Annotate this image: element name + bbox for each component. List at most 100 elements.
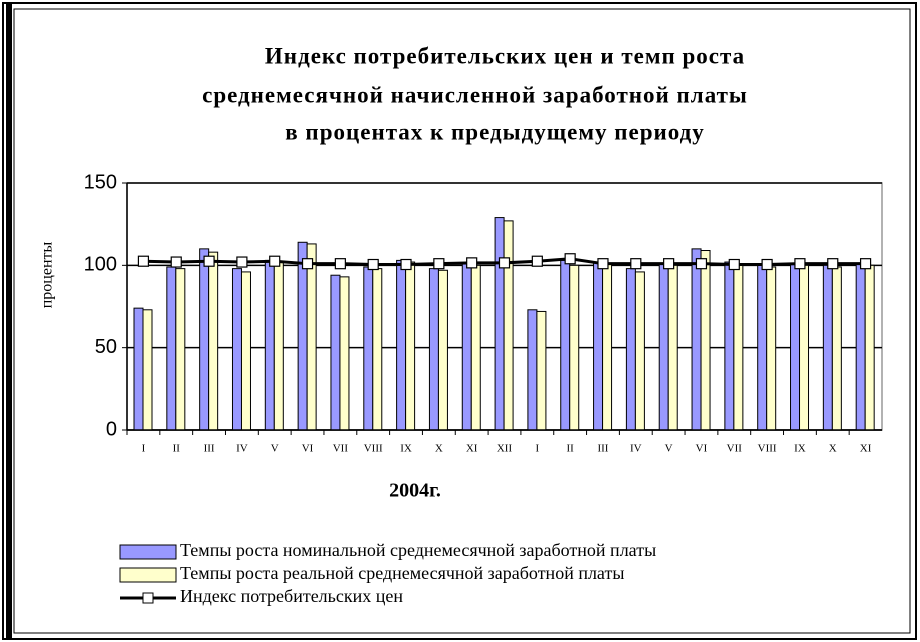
bar: [363, 266, 374, 431]
bar: [691, 248, 702, 431]
bar: [766, 266, 777, 431]
x-tick-label: III: [597, 443, 608, 455]
x-tick-label: XI: [860, 443, 872, 455]
marker: [761, 258, 773, 271]
bar: [437, 269, 448, 431]
marker: [203, 255, 215, 267]
marker: [137, 255, 150, 267]
x-tick-label: IX: [794, 443, 806, 455]
bar: [240, 271, 251, 431]
marker: [794, 258, 806, 270]
x-tick-label: IV: [236, 443, 248, 455]
bar: [667, 264, 678, 431]
x-tick-label: I: [142, 443, 146, 455]
x-tick-label: VI: [696, 443, 708, 455]
x-tick-label: VI: [302, 443, 314, 455]
marker: [728, 258, 740, 271]
bar: [330, 274, 341, 431]
y-tick-label: 100: [84, 254, 117, 276]
bar: [700, 250, 711, 431]
bar: [208, 251, 219, 431]
bar: [339, 276, 350, 431]
y-tick-label: 150: [84, 171, 117, 193]
bar: [593, 261, 604, 431]
bar: [461, 263, 472, 431]
chart-title: Индекс потребительских цен и темп роста: [265, 43, 745, 68]
bar: [142, 309, 153, 431]
x-tick-label: X: [829, 443, 837, 455]
bar: [470, 264, 481, 431]
bar: [560, 259, 571, 431]
marker: [236, 256, 248, 268]
x-tick-label: XI: [466, 443, 478, 455]
x-tick-label: IX: [400, 443, 412, 455]
bar: [569, 264, 580, 431]
bar: [264, 259, 275, 431]
bar: [231, 268, 242, 431]
marker: [433, 258, 445, 270]
bar: [634, 271, 645, 431]
chart-title: среднемесячной начисленной заработной пл…: [202, 82, 748, 107]
marker: [597, 258, 609, 270]
legend-label: Индекс потребительских цен: [180, 586, 403, 606]
inner-frame: [13, 8, 911, 634]
bar: [724, 261, 735, 431]
x-tick-label: II: [566, 443, 574, 455]
x-tick-label: V: [271, 443, 279, 455]
bar: [396, 259, 407, 431]
x-tick-label: VII: [727, 443, 743, 455]
bar: [733, 263, 744, 431]
x-tick-label: I: [535, 443, 539, 455]
bar: [602, 263, 613, 431]
legend-swatch: [142, 592, 154, 604]
bar: [536, 310, 547, 431]
bar: [405, 261, 416, 431]
x-axis-label: 2004г.: [389, 480, 441, 502]
marker: [630, 258, 642, 270]
legend-swatch: [119, 544, 177, 560]
x-tick-label: X: [435, 443, 443, 455]
x-tick-label: VIII: [364, 443, 383, 455]
y-tick-label: 50: [95, 336, 117, 358]
legend-swatch: [119, 567, 177, 583]
bar: [658, 263, 669, 431]
bar: [372, 268, 383, 431]
bar: [822, 264, 833, 431]
marker: [859, 258, 872, 270]
bar: [527, 309, 538, 431]
x-tick-label: IV: [630, 443, 642, 455]
bar: [855, 263, 866, 431]
y-axis-label: проценты: [39, 241, 56, 308]
marker: [695, 258, 708, 270]
legend-label: Темпы роста номинальной среднемесячной з…: [180, 540, 656, 560]
x-tick-label: VII: [333, 443, 349, 455]
marker: [367, 258, 379, 271]
bar: [790, 263, 801, 431]
bar: [864, 264, 875, 431]
bar: [199, 248, 210, 431]
bar: [166, 266, 177, 431]
marker: [498, 257, 511, 269]
bar: [757, 264, 768, 431]
marker: [400, 258, 412, 271]
bar: [625, 268, 636, 431]
marker: [301, 258, 314, 270]
marker: [531, 255, 543, 267]
bar: [175, 268, 186, 431]
bar: [831, 266, 842, 431]
bar: [428, 268, 439, 431]
legend-label: Темпы роста реальной среднемесячной зара…: [180, 563, 624, 583]
marker: [663, 258, 675, 270]
x-tick-label: III: [204, 443, 215, 455]
bar: [799, 264, 810, 431]
marker: [334, 258, 346, 270]
chart-title: в процентах к предыдущему периоду: [285, 119, 704, 144]
bar: [494, 217, 505, 431]
y-tick-label: 0: [106, 418, 117, 440]
marker: [564, 253, 576, 265]
marker: [466, 257, 478, 269]
x-tick-label: II: [173, 443, 181, 455]
x-tick-label: XII: [497, 443, 513, 455]
